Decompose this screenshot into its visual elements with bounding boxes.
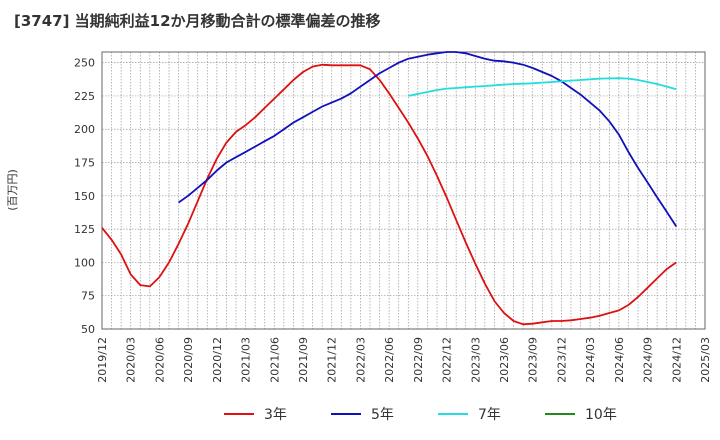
x-tick-label: 2024/06 (613, 337, 626, 383)
x-tick-label: 2023/03 (469, 337, 482, 383)
x-tick-label: 2020/03 (125, 337, 138, 383)
series-line-3年 (101, 63, 677, 326)
x-tick-label: 2022/12 (441, 337, 454, 383)
y-tick-label: 225 (74, 90, 95, 103)
x-tick-label: 2023/09 (527, 337, 540, 383)
x-tick-label: 2020/12 (211, 337, 224, 383)
plot-background (102, 52, 705, 329)
series-line-7年 (408, 77, 677, 97)
y-tick-label: 125 (74, 223, 95, 236)
x-tick-label: 2022/09 (412, 337, 425, 383)
legend-label: 5年 (371, 407, 394, 423)
y-tick-label: 50 (81, 323, 95, 336)
series-lines (101, 51, 678, 326)
legend-label: 10年 (585, 407, 617, 423)
x-tick-label: 2024/12 (670, 337, 683, 383)
x-tick-label: 2021/06 (268, 337, 281, 383)
x-tick-label: 2023/06 (498, 337, 511, 383)
y-tick-label: 175 (74, 157, 95, 170)
y-tick-labels: 50 75 100 125 150 175 200 225 250 (74, 57, 95, 336)
x-tick-label: 2021/12 (326, 337, 339, 383)
x-tick-label: 2025/03 (699, 337, 712, 383)
plot-frame (101, 51, 706, 330)
y-tick-label: 75 (81, 290, 95, 303)
x-tick-label: 2019/12 (96, 337, 109, 383)
x-tick-label: 2024/09 (642, 337, 655, 383)
x-tick-label: 2022/03 (354, 337, 367, 383)
x-tick-label: 2022/06 (383, 337, 396, 383)
legend-label: 3年 (264, 407, 287, 423)
chart-title: [3747] 当期純利益12か月移動合計の標準偏差の推移 (14, 12, 381, 30)
x-tick-label: 2021/03 (240, 337, 253, 383)
series-line-5年 (178, 51, 678, 227)
y-tick-label: 200 (74, 123, 95, 136)
grid-lines (102, 52, 705, 330)
y-tick-label: 150 (74, 190, 95, 203)
legend: 3年 5年 7年 10年 (224, 407, 617, 423)
y-axis-label: (百万円) (6, 169, 19, 211)
legend-label: 7年 (478, 407, 501, 423)
x-tick-label: 2021/09 (297, 337, 310, 383)
y-tick-label: 100 (74, 256, 95, 269)
x-tick-label: 2023/12 (555, 337, 568, 383)
x-tick-label: 2024/03 (584, 337, 597, 383)
y-tick-label: 250 (74, 57, 95, 70)
x-tick-label: 2020/09 (182, 337, 195, 383)
x-tick-label: 2020/06 (153, 337, 166, 383)
x-tick-labels: 2019/12 2020/03 2020/06 2020/09 2020/12 2021/… (96, 337, 712, 383)
